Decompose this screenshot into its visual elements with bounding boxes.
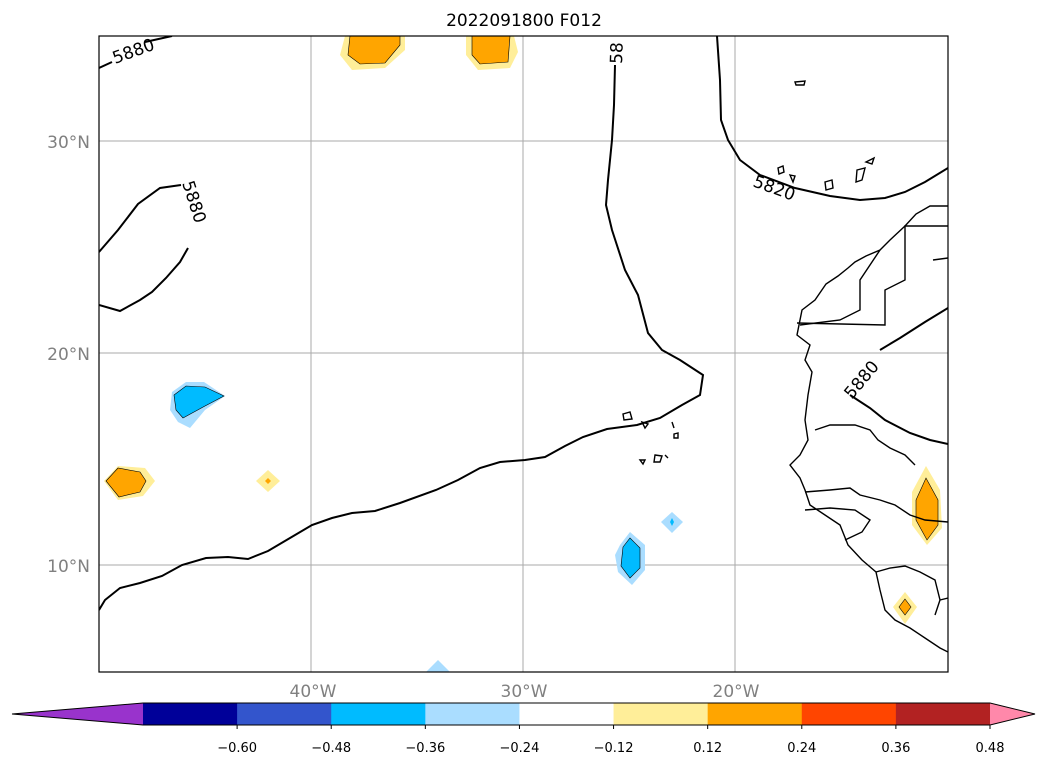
lon-label: 40°W — [290, 682, 337, 702]
positive-anomaly-blob — [105, 467, 147, 498]
colorbar-tick-label: −0.24 — [500, 741, 540, 756]
colorbar: −0.60 −0.48 −0.36 −0.24 −0.12 0.12 0.24 0.36 0.4… — [11, 702, 1036, 756]
positive-anomaly-blob — [898, 598, 912, 616]
negative-anomaly-blob — [426, 660, 450, 672]
negative-anomaly-blob — [670, 518, 674, 526]
colorbar-segment — [237, 703, 332, 725]
islands — [622, 80, 876, 466]
country-border — [796, 225, 948, 326]
lat-label: 30°N — [47, 133, 90, 153]
coastlines — [789, 205, 948, 653]
colorbar-tick-label: 0.48 — [976, 741, 1005, 756]
lon-label: 30°W — [501, 682, 548, 702]
country-border — [799, 249, 881, 326]
shaded-anomalies — [104, 36, 942, 672]
contour-line — [99, 64, 705, 611]
colorbar-tick-label: 0.24 — [787, 741, 816, 756]
colorbar-segment — [143, 703, 238, 725]
country-border — [804, 507, 871, 541]
contour-label: 58 — [607, 42, 628, 64]
colorbar-tick-label: −0.12 — [594, 741, 634, 756]
country-border — [939, 597, 948, 601]
colorbar-segment — [613, 703, 709, 725]
positive-anomaly-blob — [347, 36, 401, 65]
colorbar-tick-label: 0.12 — [693, 741, 722, 756]
colorbar-extend-low — [12, 703, 143, 725]
colorbar-extend-high — [990, 703, 1035, 725]
contour-line — [716, 36, 948, 202]
positive-anomaly-blob — [265, 478, 271, 484]
positive-anomaly-blob — [915, 477, 939, 541]
colorbar-segment — [707, 703, 803, 725]
colorbar-segment — [425, 703, 520, 725]
lat-label: 20°N — [47, 345, 90, 365]
colorbar-outline — [11, 702, 1036, 726]
colorbar-tick-label: 0.36 — [881, 741, 910, 756]
height-contours — [99, 36, 948, 611]
colorbar-tick-label: −0.36 — [405, 741, 445, 756]
contour-line — [879, 307, 948, 351]
negative-anomaly-blob — [620, 537, 641, 579]
africa-coastline — [789, 205, 948, 653]
positive-anomaly-blob — [471, 36, 511, 65]
colorbar-segment — [895, 703, 991, 725]
country-border — [804, 487, 948, 523]
contour-line — [99, 184, 182, 253]
map-frame — [98, 35, 949, 673]
colorbar-segment — [519, 703, 615, 725]
lat-label: 10°N — [47, 557, 90, 577]
country-border — [814, 424, 916, 466]
colorbar-tick-label: −0.48 — [311, 741, 351, 756]
colorbar-segment — [331, 703, 426, 725]
contour-line — [849, 394, 948, 445]
colorbar-segment — [801, 703, 897, 725]
contour-line — [99, 247, 189, 313]
map-title: 2022091800 F012 — [446, 11, 602, 31]
colorbar-tick-label: −0.60 — [217, 741, 257, 756]
contour-line — [144, 36, 173, 43]
lon-label: 20°W — [713, 682, 760, 702]
contour-line — [99, 61, 113, 69]
gridlines — [99, 36, 948, 672]
negative-anomaly-blob — [173, 385, 225, 419]
country-border — [932, 257, 948, 261]
